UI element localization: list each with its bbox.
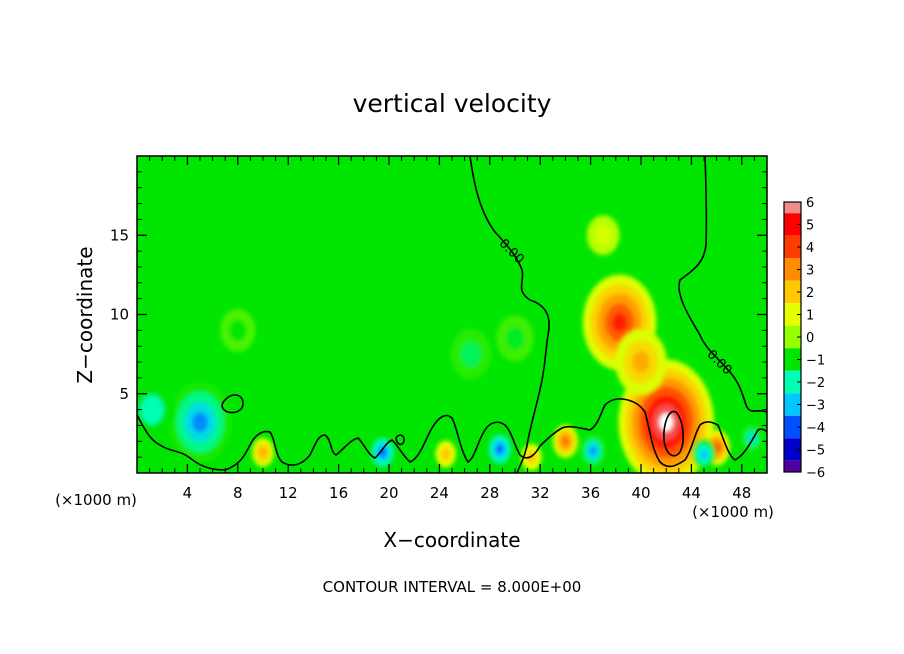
colorbar-label: 4 (806, 241, 814, 256)
x-axis: 4 8 12 16 20 24 28 32 36 40 44 48 (183, 156, 751, 502)
colorbar-swatch (784, 303, 801, 326)
colorbar-label: 3 (806, 264, 814, 279)
colorbar-swatch (784, 235, 801, 259)
zero-contours (137, 156, 767, 473)
field-feature (140, 395, 164, 425)
velocity-field (137, 215, 763, 473)
colorbar-swatch (784, 213, 801, 236)
field-feature (562, 437, 569, 446)
x-tick-label: 44 (682, 484, 701, 502)
zero-contour-main (469, 156, 550, 473)
colorbar-swatch (784, 202, 801, 214)
colorbar-swatch (784, 438, 801, 461)
colorbar-swatch (784, 415, 801, 439)
colorbar-label: 5 (806, 219, 814, 234)
y-tick-label: 5 (119, 385, 129, 403)
field-feature (259, 447, 267, 458)
y-axis-label: Z−coordinate (73, 246, 97, 383)
colorbar-swatch (784, 348, 801, 371)
field-feature (595, 225, 612, 246)
contour-interval-footer: CONTOUR INTERVAL = 8.000E+00 (323, 578, 582, 596)
x-unit-right: (×1000 m) (692, 503, 774, 521)
field-feature (505, 326, 525, 350)
colorbar-label: 0 (806, 331, 814, 346)
zero-contour-surface (137, 398, 767, 471)
x-axis-label: X−coordinate (383, 528, 520, 552)
field-feature (589, 446, 597, 455)
y-tick-label: 10 (110, 306, 129, 324)
chart-title: vertical velocity (353, 89, 552, 118)
field-feature (496, 444, 504, 454)
x-tick-label: 24 (430, 484, 449, 502)
colorbar-swatch (784, 393, 801, 416)
colorbar-label: 1 (806, 309, 814, 324)
zero-contour-right (678, 156, 767, 413)
x-tick-label: 48 (732, 484, 751, 502)
colorbar-label: −1 (806, 354, 825, 369)
x-tick-label: 32 (531, 484, 550, 502)
plot-area (137, 156, 767, 473)
x-tick-label: 36 (581, 484, 600, 502)
colorbar-swatch (784, 325, 801, 349)
field-feature (748, 433, 756, 443)
zero-contour-small-1 (221, 394, 244, 414)
x-unit-left: (×1000 m) (55, 491, 137, 509)
field-feature (229, 319, 247, 342)
field-feature (612, 312, 627, 332)
colorbar-swatch (784, 370, 801, 394)
field-feature (192, 412, 208, 433)
field-feature (632, 351, 650, 373)
x-tick-label: 4 (183, 484, 193, 502)
colorbar-label: −6 (806, 466, 825, 481)
field-feature (460, 341, 482, 367)
colorbar-label: −5 (806, 444, 825, 459)
x-tick-label: 28 (480, 484, 499, 502)
colorbar-swatch (784, 280, 801, 304)
colorbar-swatch (784, 460, 801, 472)
colorbar: 6 5 4 3 2 1 0 −1 −2 −3 −4 −5 −6 (783, 196, 825, 481)
field-feature (700, 448, 708, 460)
x-tick-label: 20 (379, 484, 398, 502)
y-axis: 5 10 15 (110, 226, 767, 403)
x-tick-label: 8 (233, 484, 243, 502)
colorbar-swatch (784, 258, 801, 281)
colorbar-label: −3 (806, 399, 825, 414)
contour-max-core (663, 410, 685, 457)
x-tick-label: 40 (631, 484, 650, 502)
zero-contour-small-2 (395, 434, 405, 446)
colorbar-label: −4 (806, 421, 825, 436)
x-tick-label: 16 (329, 484, 348, 502)
colorbar-label: 6 (806, 196, 814, 211)
x-tick-label: 12 (279, 484, 298, 502)
colorbar-label: −2 (806, 376, 825, 391)
minor-ticks (137, 156, 767, 473)
colorbar-label: 2 (806, 286, 814, 301)
y-tick-label: 15 (110, 226, 129, 244)
field-feature (440, 447, 451, 461)
